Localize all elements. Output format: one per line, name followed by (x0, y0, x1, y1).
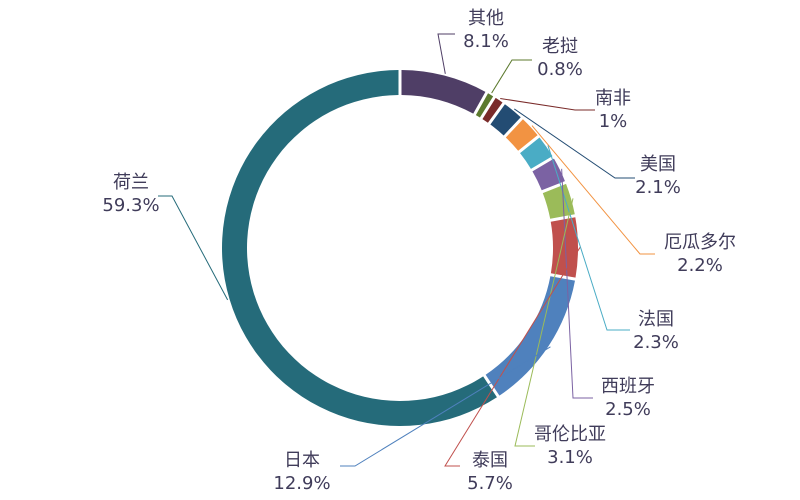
slice-value-label: 59.3% (102, 195, 159, 216)
leader-line-6 (561, 168, 593, 399)
slice-6 (532, 158, 565, 191)
slice-value-label: 2.2% (677, 255, 723, 276)
leader-line-1 (491, 59, 532, 94)
slice-value-label: 2.1% (635, 177, 681, 198)
slice-value-label: 12.9% (273, 473, 330, 494)
leader-line-4 (531, 125, 655, 255)
leader-line-10 (158, 195, 229, 301)
slice-name-label: 泰国 (472, 450, 508, 471)
slice-value-label: 5.7% (467, 473, 513, 494)
slice-name-label: 厄瓜多尔 (664, 232, 736, 253)
slice-value-label: 3.1% (547, 447, 593, 468)
slice-name-label: 法国 (638, 309, 674, 330)
slice-value-label: 1% (599, 111, 628, 132)
slice-10 (222, 70, 497, 426)
leader-line-8 (444, 247, 581, 467)
slice-value-label: 2.5% (605, 399, 651, 420)
slice-0 (401, 70, 486, 114)
slice-name-label: 日本 (284, 450, 320, 471)
slice-value-label: 0.8% (537, 59, 583, 80)
slice-9 (485, 276, 575, 396)
leader-line-0 (437, 33, 455, 74)
slice-name-label: 南非 (595, 88, 631, 109)
slice-7 (542, 183, 575, 219)
slice-name-label: 哥伦比亚 (534, 424, 606, 445)
slice-1 (475, 93, 494, 118)
slice-name-label: 西班牙 (601, 376, 655, 397)
slice-name-label: 美国 (640, 154, 676, 175)
leader-line-5 (547, 145, 630, 331)
slice-2 (482, 97, 503, 123)
slice-name-label: 荷兰 (113, 172, 149, 193)
donut-slices (222, 70, 578, 426)
leader-line-2 (500, 97, 595, 111)
slice-name-label: 老挝 (542, 36, 578, 57)
leader-line-3 (514, 108, 635, 179)
leader-line-7 (514, 198, 574, 447)
slice-name-label: 其他 (468, 8, 504, 29)
slice-value-label: 8.1% (463, 31, 509, 52)
slice-5 (520, 137, 553, 169)
slice-4 (505, 119, 538, 151)
slice-value-label: 2.3% (633, 332, 679, 353)
slice-3 (490, 104, 521, 136)
leader-line-9 (340, 346, 551, 467)
